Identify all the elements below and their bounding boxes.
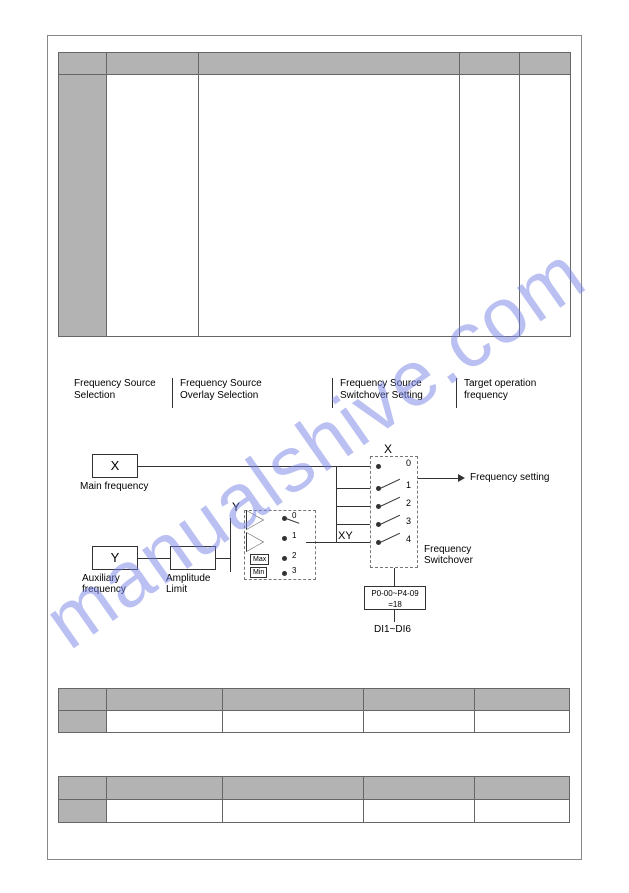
freq-switch: Frequency Switchover	[424, 544, 484, 566]
t3-h4	[364, 777, 475, 800]
line-xy2	[336, 488, 337, 543]
t2-r1c5	[475, 711, 570, 733]
sw1-2	[282, 556, 287, 561]
di-box: P0-00~P4-09 =18	[364, 586, 426, 610]
y-label: Auxiliary frequency	[82, 573, 132, 595]
sw2-l0: 0	[406, 458, 411, 468]
line-di	[394, 568, 395, 586]
x-right: X	[384, 442, 392, 456]
t2-h5	[475, 689, 570, 711]
t2-h3	[222, 689, 364, 711]
parameter-table-1	[58, 52, 571, 337]
diag-hdr3: Frequency Source Switchover Setting	[340, 378, 450, 402]
line-amp-v	[230, 518, 231, 572]
t3-r1c5	[475, 800, 570, 823]
t2-h4	[364, 689, 475, 711]
sw2-box	[370, 456, 418, 568]
t1-r1c4	[460, 75, 520, 337]
line-y-amp	[138, 558, 170, 559]
diag-vbar2	[332, 378, 333, 408]
t1-r1c2	[106, 75, 198, 337]
sw1-l0: 0	[292, 511, 296, 520]
t3-r1c1	[59, 800, 107, 823]
line-xy1	[306, 542, 336, 543]
line-in3	[336, 524, 370, 525]
t3-r1c3	[222, 800, 364, 823]
t3-h5	[475, 777, 570, 800]
t1-h2	[106, 53, 198, 75]
diag-hdr4: Target operation frequency	[464, 378, 554, 402]
di-label: DI1~DI6	[374, 624, 411, 635]
x-box: X	[92, 454, 138, 478]
sw2-l1: 1	[406, 480, 411, 490]
diag-hdr2: Frequency Source Overlay Selection	[180, 378, 290, 402]
sw1-1	[282, 536, 287, 541]
sw2-0	[376, 464, 381, 469]
t3-r1c4	[364, 800, 475, 823]
t1-h1	[59, 53, 107, 75]
frequency-diagram: Frequency Source Selection Frequency Sou…	[74, 378, 564, 658]
line-out	[418, 478, 458, 479]
line-xy3	[336, 542, 370, 543]
t1-h4	[460, 53, 520, 75]
line-in2	[336, 506, 370, 507]
line-x-in1	[336, 488, 370, 489]
line-xdown	[336, 466, 337, 488]
amp-box	[170, 546, 216, 570]
max-box: Max	[250, 554, 269, 565]
parameter-table-3	[58, 776, 570, 823]
diag-vbar1	[172, 378, 173, 408]
t1-h3	[198, 53, 459, 75]
opamp2	[246, 532, 264, 552]
freq-setting: Frequency setting	[470, 472, 550, 483]
t3-r1c2	[106, 800, 222, 823]
y-box: Y	[92, 546, 138, 570]
t3-h3	[222, 777, 364, 800]
t2-h2	[106, 689, 222, 711]
x-label: Main frequency	[80, 481, 148, 492]
t1-h5	[520, 53, 571, 75]
t1-r1c3	[198, 75, 459, 337]
sw1-3	[282, 571, 287, 576]
t1-r1c1	[59, 75, 107, 337]
diag-vbar3	[456, 378, 457, 408]
line-amp-out	[216, 558, 230, 559]
parameter-table-2	[58, 688, 570, 733]
t2-r1c1	[59, 711, 107, 733]
xy-label: XY	[338, 530, 353, 542]
line-di2	[394, 610, 395, 622]
y-mid: Y	[232, 500, 240, 514]
sw2-l3: 3	[406, 516, 411, 526]
t2-r1c2	[106, 711, 222, 733]
t3-h1	[59, 777, 107, 800]
sw1-l1: 1	[292, 531, 296, 540]
t1-r1c5	[520, 75, 571, 337]
sw2-l2: 2	[406, 498, 411, 508]
t2-h1	[59, 689, 107, 711]
diag-hdr1: Frequency Source Selection	[74, 378, 164, 402]
min-box: Min	[250, 567, 267, 578]
opamp1	[246, 510, 264, 530]
t2-r1c4	[364, 711, 475, 733]
amp-label: Amplitude Limit	[166, 573, 222, 595]
sw1-l2: 2	[292, 551, 296, 560]
t3-h2	[106, 777, 222, 800]
sw2-l4: 4	[406, 534, 411, 544]
arrow-out	[458, 474, 465, 482]
t2-r1c3	[222, 711, 364, 733]
sw1-l3: 3	[292, 566, 296, 575]
